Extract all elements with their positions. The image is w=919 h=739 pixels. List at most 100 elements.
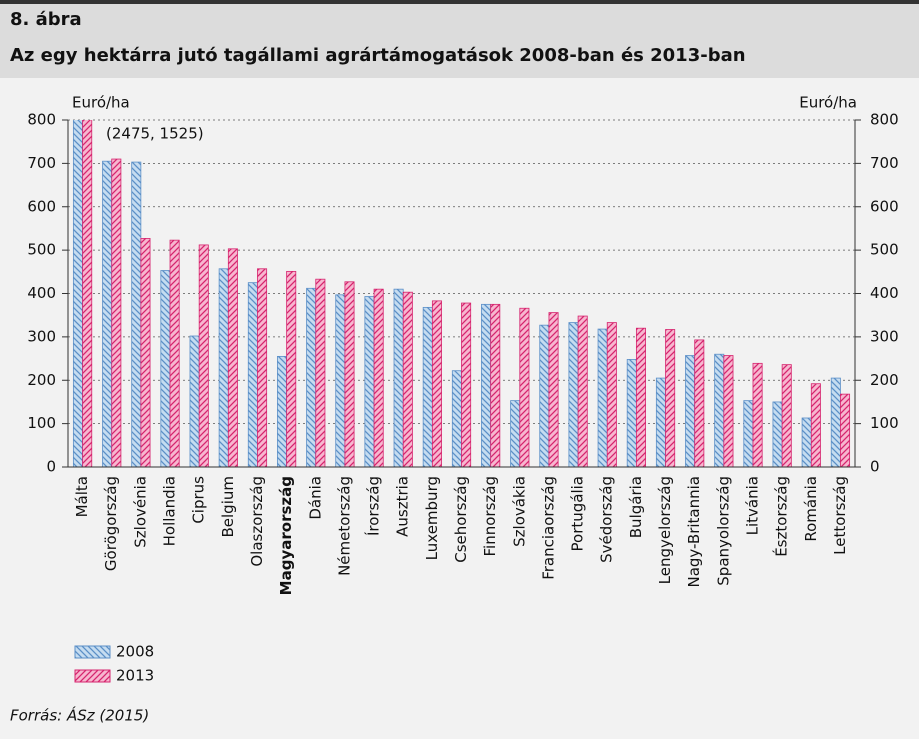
y-tick-label: 200 bbox=[27, 371, 56, 389]
y2-tick-label: 400 bbox=[870, 284, 899, 302]
bar bbox=[752, 362, 763, 467]
y-tick-label: 100 bbox=[27, 414, 56, 432]
bar bbox=[451, 370, 462, 467]
x-tick-label: Málta bbox=[73, 476, 91, 517]
y2-tick-label: 600 bbox=[870, 197, 899, 215]
x-tick-label: Magyarország bbox=[277, 476, 295, 595]
x-tick-label: Hollandia bbox=[161, 476, 179, 546]
bar bbox=[519, 307, 530, 467]
bar bbox=[306, 287, 317, 467]
bar bbox=[772, 401, 783, 467]
bar bbox=[461, 302, 472, 467]
bar bbox=[393, 288, 404, 467]
x-tick-label: Luxemburg bbox=[423, 476, 441, 560]
y2-tick-label: 200 bbox=[870, 371, 899, 389]
bar bbox=[315, 278, 326, 467]
y2-tick-label: 300 bbox=[870, 327, 899, 345]
x-tick-label: Németország bbox=[335, 476, 353, 576]
x-tick-label: Észtország bbox=[772, 476, 791, 557]
x-tick-label: Portugália bbox=[569, 476, 587, 551]
annotation: (2475, 1525) bbox=[106, 125, 204, 143]
chart-title: Az egy hektárra jutó tagállami agrártámo… bbox=[10, 45, 746, 66]
x-tick-label: Svédország bbox=[598, 476, 616, 563]
y2-tick-label: 100 bbox=[870, 414, 899, 432]
bar bbox=[801, 417, 812, 467]
y-tick-label: 600 bbox=[27, 197, 56, 215]
bar bbox=[655, 377, 666, 467]
bar bbox=[82, 120, 93, 467]
x-tick-label: Románia bbox=[802, 476, 820, 542]
bar bbox=[344, 281, 355, 467]
bar bbox=[218, 268, 229, 467]
y-tick-label: 700 bbox=[27, 154, 56, 172]
x-tick-label: Csehország bbox=[452, 476, 470, 563]
bar bbox=[577, 315, 588, 467]
x-tick-label: Szlovákia bbox=[510, 476, 528, 547]
bar bbox=[490, 303, 501, 467]
y2-axis-label: Euró/ha bbox=[799, 94, 857, 112]
y-tick-label: 800 bbox=[27, 111, 56, 129]
bar bbox=[257, 268, 268, 467]
bar bbox=[160, 270, 171, 467]
header-border bbox=[0, 0, 919, 4]
x-tick-label: Írország bbox=[364, 476, 383, 536]
bar bbox=[548, 312, 559, 467]
bar bbox=[189, 335, 200, 467]
bar bbox=[539, 324, 550, 467]
bar bbox=[743, 400, 754, 467]
source: Forrás: ÁSz (2015) bbox=[10, 706, 149, 725]
y-tick-label: 300 bbox=[27, 327, 56, 345]
x-tick-label: Finnország bbox=[481, 476, 499, 556]
bar bbox=[140, 238, 151, 467]
bar bbox=[685, 355, 696, 467]
bar bbox=[277, 355, 288, 467]
legend-swatch bbox=[74, 645, 111, 659]
y2-tick-label: 800 bbox=[870, 111, 899, 129]
bar bbox=[830, 377, 841, 467]
figure-number: 8. ábra bbox=[10, 9, 82, 30]
bar bbox=[781, 364, 792, 467]
bar bbox=[111, 158, 122, 467]
y-axis-label: Euró/ha bbox=[72, 94, 130, 112]
bar bbox=[635, 327, 646, 467]
legend-swatch bbox=[74, 669, 111, 683]
bar bbox=[597, 328, 608, 467]
bar bbox=[665, 329, 676, 467]
y-tick-label: 500 bbox=[27, 241, 56, 259]
x-tick-label: Lettország bbox=[831, 476, 849, 555]
x-tick-label: Dánia bbox=[306, 476, 324, 520]
legend-label: 2008 bbox=[116, 643, 154, 661]
x-tick-label: Franciaország bbox=[539, 476, 557, 580]
bar bbox=[72, 120, 83, 467]
bar bbox=[431, 300, 442, 467]
x-tick-label: Olaszország bbox=[248, 476, 266, 567]
y2-tick-label: 700 bbox=[870, 154, 899, 172]
bar bbox=[364, 296, 375, 467]
legend-label: 2013 bbox=[116, 667, 154, 685]
bar bbox=[247, 282, 258, 467]
bar bbox=[335, 294, 346, 467]
bar bbox=[373, 288, 384, 467]
bar bbox=[422, 306, 433, 467]
bar bbox=[694, 339, 705, 467]
bar bbox=[131, 161, 142, 467]
header bbox=[0, 0, 919, 78]
x-tick-label: Ausztria bbox=[394, 476, 412, 537]
x-tick-label: Belgium bbox=[219, 476, 237, 538]
x-tick-label: Lengyelország bbox=[656, 476, 674, 584]
bar bbox=[481, 303, 492, 467]
x-tick-label: Görögország bbox=[102, 476, 120, 571]
y2-tick-label: 500 bbox=[870, 241, 899, 259]
bar bbox=[169, 239, 180, 467]
bar bbox=[568, 322, 579, 467]
bar bbox=[626, 359, 637, 467]
bars bbox=[72, 120, 851, 467]
x-tick-label: Litvánia bbox=[743, 476, 761, 535]
y-tick-label: 0 bbox=[46, 458, 56, 476]
bar bbox=[227, 248, 238, 467]
x-tick-label: Bulgária bbox=[627, 476, 645, 538]
bar bbox=[714, 353, 725, 467]
bar bbox=[198, 244, 209, 467]
